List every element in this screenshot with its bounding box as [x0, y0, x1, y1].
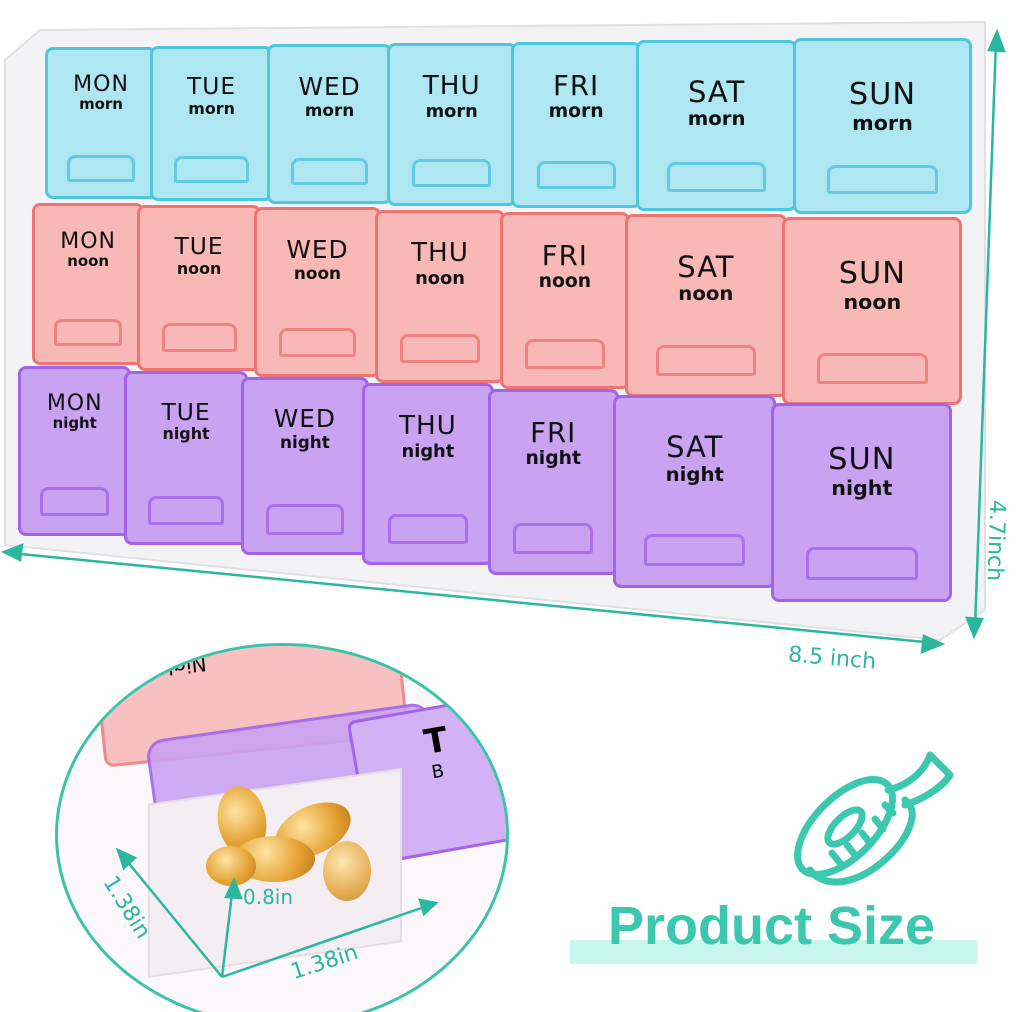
height-label: 0.8in — [243, 885, 294, 909]
lid-latch[interactable] — [278, 328, 357, 358]
compartment-tue-morn[interactable]: TUE morn — [150, 45, 273, 202]
time-slot-label: noon — [538, 271, 592, 293]
compartment-mon-night[interactable]: MON night — [18, 365, 132, 536]
day-label: WED — [286, 234, 349, 264]
time-slot-label: noon — [67, 251, 110, 270]
compartment-sat-morn[interactable]: SAT morn — [636, 39, 798, 212]
day-label: THU — [422, 71, 481, 102]
day-label: FRI — [553, 68, 600, 102]
time-slot-label: noon — [415, 267, 465, 289]
compartment-sun-morn[interactable]: SUN morn — [792, 38, 972, 215]
day-label: TUE — [161, 397, 211, 426]
time-slot-label: night — [162, 424, 210, 444]
lid-latch[interactable] — [644, 533, 746, 567]
lid-latch[interactable] — [266, 504, 344, 535]
lid-latch[interactable] — [148, 495, 224, 526]
lid-latch[interactable] — [525, 338, 605, 369]
day-label: TUE — [174, 231, 224, 260]
lid-latch[interactable] — [513, 522, 594, 554]
day-label: MON — [60, 228, 116, 254]
lid-latch[interactable] — [174, 156, 249, 184]
time-slot-label: night — [52, 414, 97, 433]
lid-latch[interactable] — [536, 160, 616, 190]
time-slot-label: morn — [188, 98, 235, 118]
time-slot-label: morn — [304, 99, 355, 120]
time-slot-label: night — [525, 448, 581, 470]
day-label: THU — [411, 238, 469, 268]
day-label: SUN — [848, 77, 917, 113]
time-slot-label: noon — [176, 258, 222, 278]
lid-latch[interactable] — [387, 513, 469, 545]
time-slot-label: night — [665, 462, 724, 486]
title-highlight — [570, 940, 977, 964]
time-slot-label: night — [831, 476, 893, 501]
tape-measure-icon — [794, 751, 954, 886]
time-slot-label: morn — [687, 107, 746, 131]
capsule — [323, 841, 371, 901]
compartment-fri-morn[interactable]: FRI morn — [511, 41, 641, 209]
day-label: SAT — [677, 249, 735, 284]
capsule — [206, 846, 256, 886]
day-label: SUN — [838, 256, 906, 292]
time-slot-label: night — [401, 440, 455, 462]
day-label: SUN — [828, 442, 896, 478]
day-label: SAT — [666, 430, 724, 465]
lid-latch[interactable] — [40, 487, 110, 517]
time-slot-label: noon — [678, 282, 734, 305]
pill-organizer: MON morn TUE morn WED morn THU morn FRI morn SAT mo… — [18, 38, 972, 602]
lid-latch[interactable] — [412, 159, 492, 188]
compartment-thu-night[interactable]: THU night — [362, 382, 494, 565]
day-label: FRI — [541, 239, 588, 273]
compartment-detail: Night T B — [55, 643, 509, 1012]
compartment-mon-noon[interactable]: MON noon — [31, 203, 145, 365]
lid-latch[interactable] — [400, 333, 480, 364]
compartment-thu-morn[interactable]: THU morn — [386, 42, 517, 206]
lid-latch[interactable] — [67, 155, 135, 182]
compartment-wed-morn[interactable]: WED morn — [266, 44, 393, 204]
lid-latch[interactable] — [655, 345, 756, 377]
lid-latch[interactable] — [805, 546, 918, 580]
compartment-fri-noon[interactable]: FRI noon — [499, 211, 631, 389]
compartment-mon-morn[interactable]: MON morn — [45, 46, 157, 200]
time-slot-label: morn — [548, 100, 604, 122]
compartment-sun-noon[interactable]: SUN noon — [782, 217, 963, 406]
compartment-sun-night[interactable]: SUN night — [771, 402, 953, 602]
day-label: WED — [273, 404, 337, 434]
compartment-sat-night[interactable]: SAT night — [613, 394, 777, 588]
lid-latch[interactable] — [827, 164, 938, 195]
time-slot-label: night — [279, 432, 330, 453]
day-label: SAT — [687, 75, 746, 110]
time-slot-label: morn — [852, 110, 913, 135]
time-slot-label: morn — [79, 95, 123, 114]
day-label: THU — [398, 411, 457, 442]
day-label: MON — [46, 391, 103, 417]
dimension-lines — [0, 28, 1006, 654]
compartment-wed-noon[interactable]: WED noon — [254, 207, 381, 377]
page-title: Product Size — [608, 896, 936, 956]
time-slot-label: noon — [293, 262, 342, 283]
day-label: MON — [73, 72, 129, 98]
lid-latch[interactable] — [666, 162, 767, 192]
lid-latch[interactable] — [53, 318, 123, 347]
day-label: WED — [298, 71, 361, 101]
lid-latch[interactable] — [816, 352, 929, 385]
day-label: TUE — [187, 72, 237, 101]
time-slot-label: morn — [425, 100, 478, 122]
time-slot-label: noon — [843, 290, 902, 315]
lid-latch[interactable] — [161, 323, 237, 352]
lid-latch[interactable] — [291, 157, 368, 186]
day-label: FRI — [530, 416, 577, 450]
compartment-wed-night[interactable]: WED night — [241, 376, 369, 555]
